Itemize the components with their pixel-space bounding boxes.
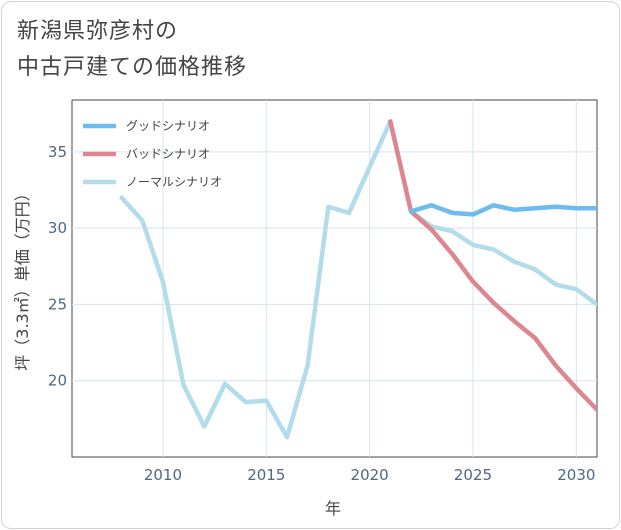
chart-title-line-1: 新潟県弥彦村の	[17, 19, 179, 44]
x-tick-label-2020: 2020	[351, 466, 389, 484]
legend-label-1: バッドシナリオ	[126, 147, 210, 161]
x-tick-label-2010: 2010	[144, 466, 182, 484]
y-tick-label-35: 35	[48, 143, 67, 161]
series-line-2	[119, 119, 597, 440]
chart-title-line-2: 中古戸建ての価格推移	[17, 55, 248, 80]
series-line-1	[388, 119, 597, 412]
y-tick-label-30: 30	[48, 219, 67, 237]
x-tick-label-2030: 2030	[557, 466, 595, 484]
x-tick-label-2015: 2015	[247, 466, 285, 484]
series-lines	[119, 119, 597, 440]
x-tick-label-2025: 2025	[454, 466, 492, 484]
y-tick-label-25: 25	[48, 295, 67, 313]
series-line-0	[408, 203, 597, 217]
x-axis-title: 年	[325, 499, 341, 518]
y-tick-label-20: 20	[48, 372, 67, 390]
legend-label-0: グッドシナリオ	[126, 119, 210, 133]
y-axis-title: 坪（3.3㎡）単価（万円）	[13, 185, 32, 370]
legend-label-2: ノーマルシナリオ	[126, 175, 222, 189]
chart-title: 新潟県弥彦村の 中古戸建ての価格推移	[17, 14, 247, 86]
